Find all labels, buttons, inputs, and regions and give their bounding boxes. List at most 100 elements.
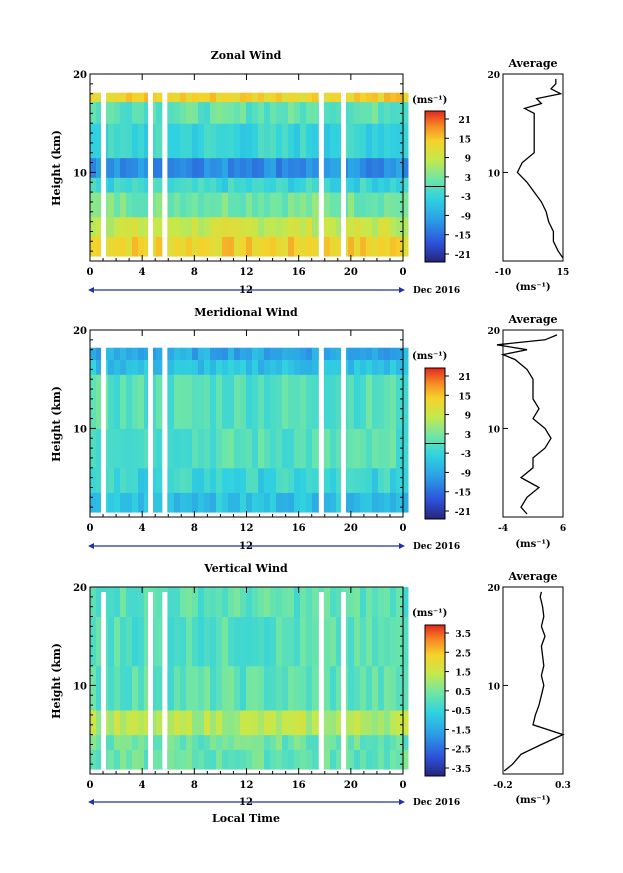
heatmap-cell xyxy=(252,101,259,124)
heatmap-cell xyxy=(144,92,151,103)
y-tick-label: 20 xyxy=(73,583,87,594)
heatmap-cell xyxy=(234,177,241,193)
heatmap-cell xyxy=(336,92,343,103)
heatmap-cell xyxy=(198,587,205,618)
heatmap-cell xyxy=(336,359,343,375)
heatmap-cell xyxy=(216,428,223,469)
x-tick-label: 16 xyxy=(292,267,306,278)
heatmap-cell xyxy=(132,467,139,493)
heatmap-cell xyxy=(198,177,205,193)
heatmap-cell xyxy=(300,192,307,218)
heatmap-cell xyxy=(390,192,397,218)
heatmap-cell xyxy=(384,347,391,361)
heatmap-cell xyxy=(306,587,313,618)
heatmap-cell xyxy=(378,749,385,770)
heatmap-cell xyxy=(108,359,115,375)
heatmap-cell xyxy=(372,92,379,103)
heatmap-cell xyxy=(396,177,403,193)
heatmap-cell xyxy=(168,216,175,237)
average-title: Average xyxy=(507,313,557,326)
heatmap-cell xyxy=(396,710,403,736)
heatmap-cell xyxy=(282,123,289,159)
heatmap-cell xyxy=(330,374,337,429)
heatmap-cell xyxy=(222,710,229,736)
heatmap-cell xyxy=(210,587,217,618)
heatmap-cell xyxy=(234,587,241,618)
colorbar-tick-label: 0.5 xyxy=(455,688,471,698)
heatmap-cell xyxy=(312,428,319,469)
heatmap-cell xyxy=(240,101,247,124)
heatmap-cell xyxy=(90,749,97,770)
heatmap-cell xyxy=(258,216,265,237)
heatmap-cell xyxy=(150,749,157,770)
heatmap-cell xyxy=(156,665,163,711)
heatmap-cell xyxy=(120,616,127,667)
heatmap-cell xyxy=(222,101,229,124)
heatmap-cell xyxy=(288,616,295,667)
heatmap-cell xyxy=(252,734,259,750)
data-gap xyxy=(147,592,153,774)
heatmap-cell xyxy=(186,192,193,218)
heatmap-cell xyxy=(222,157,229,178)
heatmap-cell xyxy=(126,734,133,750)
heatmap-cell xyxy=(270,347,277,361)
heatmap-cell xyxy=(126,347,133,361)
heatmap-cell xyxy=(306,467,313,493)
heatmap-cell xyxy=(306,374,313,429)
heatmap-cell xyxy=(156,749,163,770)
heatmap-cell xyxy=(180,216,187,237)
heatmap-cell xyxy=(138,616,145,667)
heatmap-cell xyxy=(204,157,211,178)
heatmap-cell xyxy=(198,492,205,513)
day-axis-right-arrow xyxy=(399,287,405,293)
heatmap-cell xyxy=(336,347,343,361)
heatmap-cell xyxy=(228,616,235,667)
heatmap-cell xyxy=(198,216,205,237)
heatmap-cell xyxy=(312,587,319,618)
heatmap-cell xyxy=(276,467,283,493)
heatmap-cell xyxy=(204,123,211,159)
heatmap-cell xyxy=(288,123,295,159)
heatmap-cell xyxy=(402,123,409,159)
average-x-axis: -10 15 xyxy=(495,268,569,278)
heatmap-cell xyxy=(192,157,199,178)
colorbar-tick-label: -3.5 xyxy=(452,765,471,775)
heatmap-cell xyxy=(90,192,97,218)
heatmap-cell xyxy=(390,428,397,469)
heatmap-cell xyxy=(210,216,217,237)
heatmap-cell xyxy=(204,92,211,103)
heatmap-cell xyxy=(378,157,385,178)
heatmap-cell xyxy=(204,101,211,124)
heatmap-cell xyxy=(270,192,277,218)
colorbar-tick-label: 21 xyxy=(458,116,471,126)
heatmap-cell xyxy=(108,177,115,193)
heatmap-cell xyxy=(222,734,229,750)
heatmap-cell xyxy=(402,665,409,711)
heatmap-cell xyxy=(378,92,385,103)
colorbar-tick-label: 9 xyxy=(465,412,471,422)
heatmap-cell xyxy=(288,236,295,257)
heatmap-cell xyxy=(228,492,235,513)
heatmap-cell xyxy=(258,467,265,493)
heatmap-cell xyxy=(150,359,157,375)
heatmap-cell xyxy=(156,710,163,736)
heatmap-cell xyxy=(180,467,187,493)
heatmap-cell xyxy=(150,374,157,429)
heatmap-cell xyxy=(324,428,331,469)
heatmap-cell xyxy=(180,177,187,193)
heatmap-cell xyxy=(90,428,97,469)
heatmap-cell xyxy=(300,177,307,193)
heatmap-cell xyxy=(372,157,379,178)
heatmap-cell xyxy=(204,216,211,237)
heatmap-cell xyxy=(258,710,265,736)
heatmap-cell xyxy=(132,587,139,618)
heatmap-cell xyxy=(348,710,355,736)
heatmap-cell xyxy=(234,216,241,237)
heatmap-cell xyxy=(336,587,343,618)
heatmap-cell xyxy=(312,467,319,493)
heatmap-cell xyxy=(294,749,301,770)
heatmap-cell xyxy=(402,101,409,124)
heatmap-cell xyxy=(300,123,307,159)
